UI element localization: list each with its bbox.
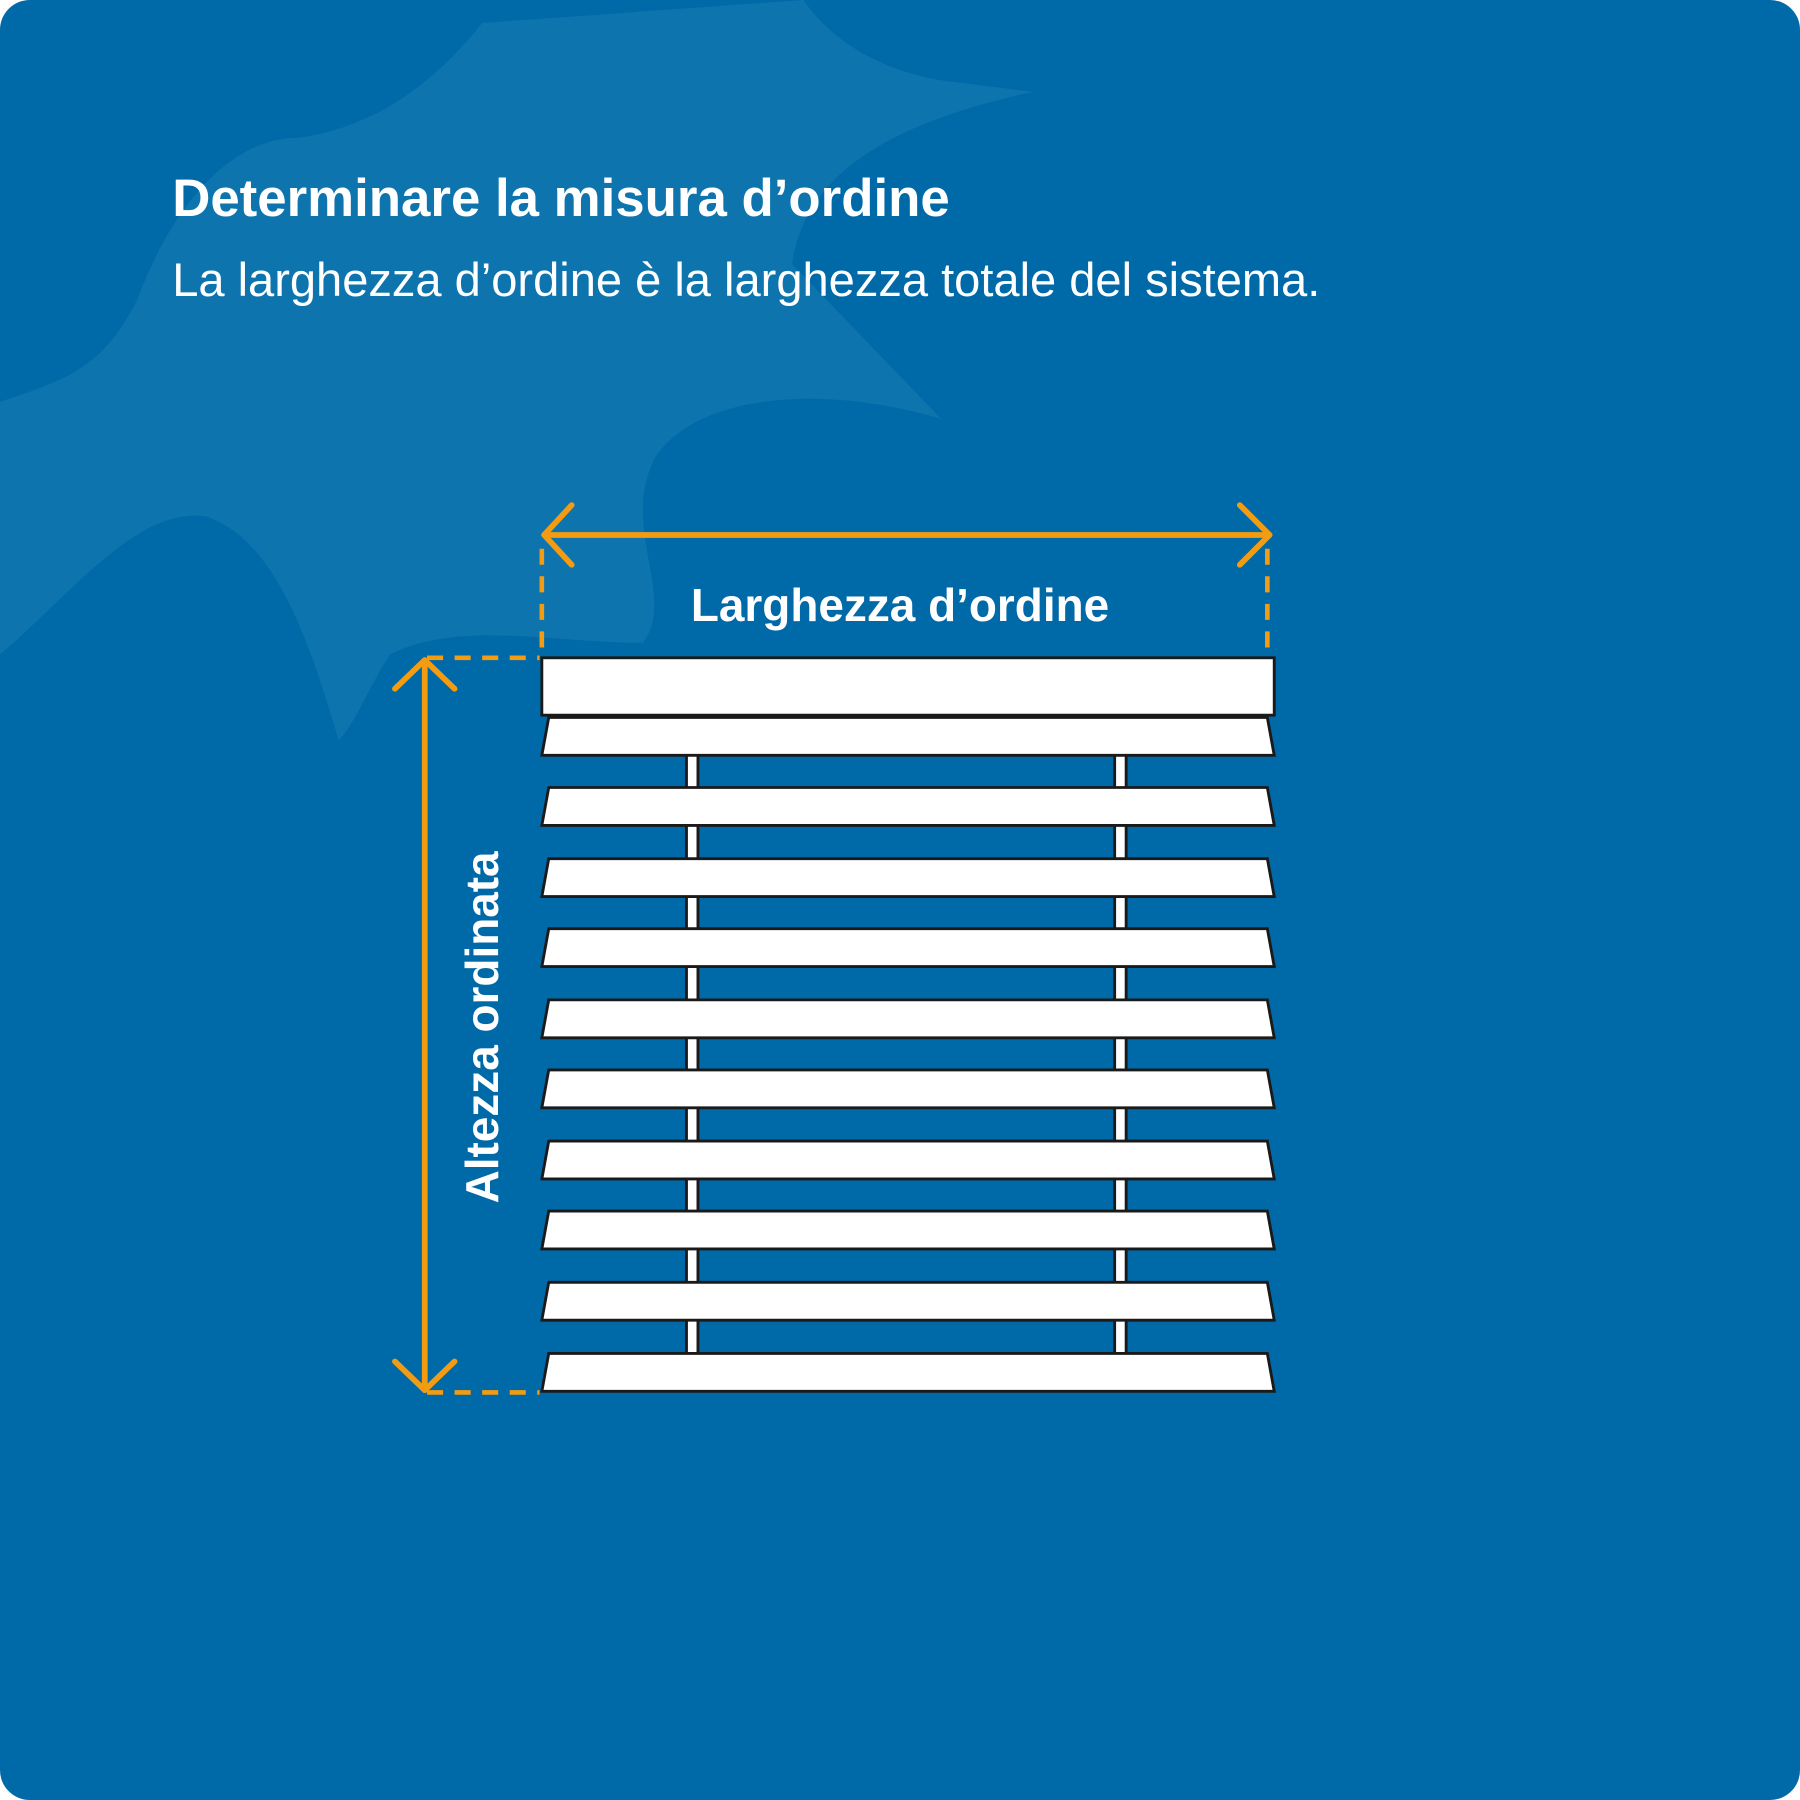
slat [540,1139,1276,1181]
arrow-head [392,657,458,692]
slat [540,998,1276,1040]
arrow-head [392,1358,458,1394]
ladder-string [685,733,700,1362]
slat [540,1280,1276,1322]
background-star [0,0,1034,741]
slat [540,1209,1276,1251]
slat [540,786,1276,827]
arrow-head [541,502,575,568]
slat [540,1352,1276,1393]
ladder-string [1113,733,1128,1362]
slat [540,927,1276,969]
subtitle: La larghezza d’ordine è la larghezza tot… [172,253,1320,306]
headrail [540,656,1276,717]
width-label: Larghezza d’ordine [691,579,1109,631]
height-measure: Altezza ordinata [392,655,540,1395]
blind [540,656,1276,1393]
slat [540,857,1276,898]
width-measure: Larghezza d’ordine [539,502,1273,657]
slat [540,1068,1276,1110]
height-label: Altezza ordinata [456,851,508,1203]
arrow-head [1236,502,1273,568]
slat [540,716,1276,757]
title: Determinare la misura d’ordine [172,169,950,228]
